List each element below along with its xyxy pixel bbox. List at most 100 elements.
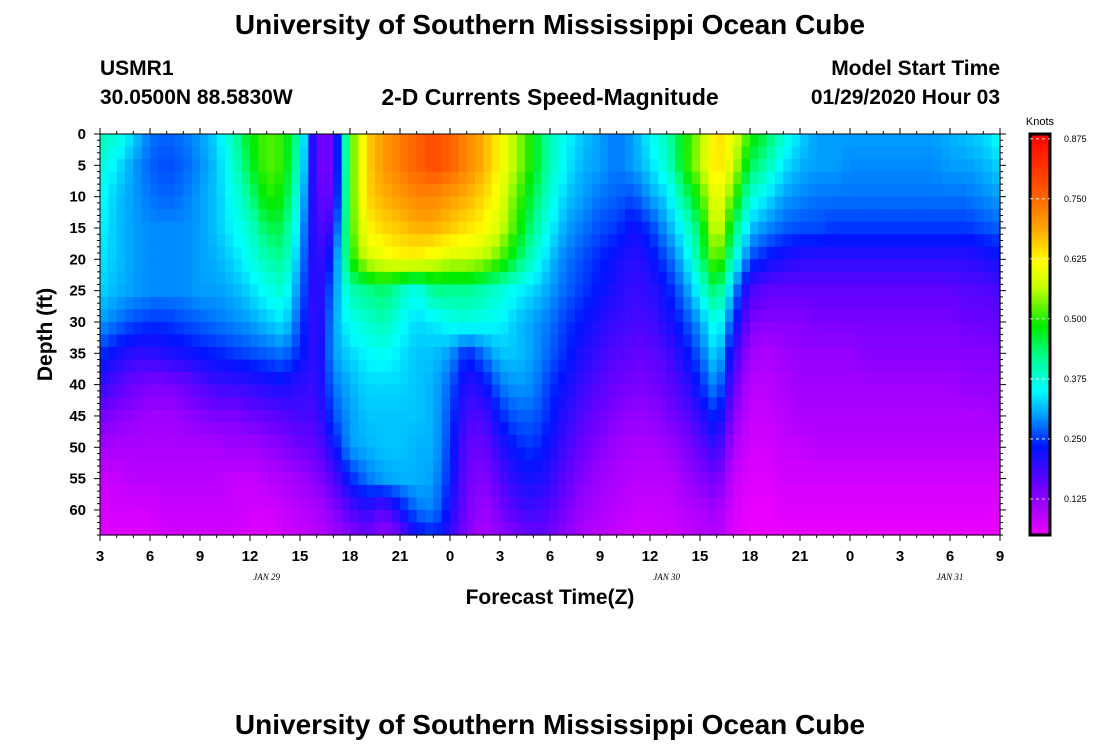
heat-cell	[183, 184, 193, 198]
heat-cell	[708, 159, 718, 173]
heat-cell	[875, 434, 884, 448]
heat-cell	[841, 372, 851, 386]
heat-cell	[608, 221, 618, 235]
heat-cell	[758, 246, 768, 260]
colorbar-cell	[1030, 414, 1050, 418]
heat-cell	[841, 484, 851, 499]
heat-cell	[641, 522, 651, 536]
heat-cell	[725, 472, 734, 486]
heat-cell	[566, 146, 576, 160]
heat-cell	[733, 134, 743, 148]
heat-cell	[891, 334, 901, 348]
heat-cell	[916, 209, 926, 223]
heat-cell	[266, 372, 276, 386]
heat-cell	[225, 422, 234, 436]
colorbar-cell	[1030, 459, 1050, 463]
heat-cell	[925, 184, 934, 198]
heat-cell	[958, 184, 968, 198]
heat-cell	[633, 209, 643, 223]
heat-cell	[825, 334, 834, 348]
heat-cell	[475, 522, 484, 536]
heat-cell	[333, 459, 343, 473]
heat-cell	[583, 234, 593, 248]
heat-cell	[225, 509, 234, 524]
heat-cell	[250, 522, 259, 536]
colorbar-cell	[1030, 244, 1050, 248]
heat-cell	[600, 284, 609, 298]
heat-cell	[541, 321, 551, 336]
heat-cell	[583, 522, 593, 536]
heat-cell	[300, 422, 309, 436]
colorbar-cell	[1030, 499, 1050, 504]
heat-cell	[300, 159, 309, 173]
heat-cell	[133, 296, 143, 311]
heat-cell	[933, 372, 943, 386]
heat-cell	[116, 259, 126, 273]
heat-cell	[958, 284, 968, 298]
heat-cell	[200, 246, 209, 260]
heat-cell	[183, 234, 193, 248]
heat-cell	[391, 309, 401, 323]
heat-cell	[150, 246, 159, 260]
heat-cell	[808, 171, 818, 185]
colorbar-cell	[1030, 241, 1050, 245]
heat-cell	[891, 359, 901, 373]
heat-cell	[408, 372, 418, 386]
heat-cell	[191, 522, 201, 536]
heat-cell	[766, 372, 776, 386]
heat-cell	[116, 221, 126, 235]
heat-cell	[650, 221, 659, 235]
heat-cell	[416, 184, 426, 198]
heat-cell	[208, 509, 218, 524]
heat-cell	[791, 509, 801, 524]
heat-cell	[208, 296, 218, 311]
heat-cell	[641, 484, 651, 499]
heat-cell	[508, 271, 518, 285]
heat-cell	[283, 334, 293, 348]
heat-cell	[991, 246, 1001, 260]
heat-cell	[383, 134, 393, 148]
heat-cell	[416, 246, 426, 260]
heat-cell	[450, 171, 459, 185]
heat-cell	[466, 184, 476, 198]
heat-cell	[141, 334, 151, 348]
heat-cell	[441, 397, 451, 411]
heat-cell	[608, 234, 618, 248]
heat-cell	[616, 309, 626, 323]
heat-cell	[850, 246, 859, 260]
heat-cell	[283, 347, 293, 361]
heat-cell	[575, 309, 584, 323]
heat-cell	[358, 171, 368, 185]
heat-cell	[641, 234, 651, 248]
heat-cell	[158, 497, 168, 511]
heat-cell	[591, 472, 601, 486]
heat-cell	[166, 422, 176, 436]
heat-cell	[316, 259, 326, 273]
heat-cell	[708, 284, 718, 298]
heat-cell	[816, 209, 826, 223]
heat-cell	[508, 397, 518, 411]
heat-cell	[891, 384, 901, 398]
heat-cell	[325, 159, 334, 173]
heat-cell	[966, 372, 976, 386]
heat-cell	[875, 472, 884, 486]
heat-cell	[483, 246, 493, 260]
heat-cell	[700, 359, 709, 373]
heat-cell	[850, 271, 859, 285]
heat-cell	[433, 271, 443, 285]
heat-cell	[116, 334, 126, 348]
heat-cell	[383, 447, 393, 461]
heat-cell	[583, 434, 593, 448]
heat-cell	[900, 184, 909, 198]
heat-cell	[450, 221, 459, 235]
heat-cell	[966, 146, 976, 160]
heat-cell	[666, 234, 676, 248]
heat-cell	[108, 321, 118, 336]
heat-cell	[200, 271, 209, 285]
heat-cell	[100, 434, 109, 448]
heat-cell	[500, 397, 509, 411]
heat-cell	[750, 397, 759, 411]
heat-cell	[950, 196, 959, 210]
heat-cell	[258, 246, 268, 260]
